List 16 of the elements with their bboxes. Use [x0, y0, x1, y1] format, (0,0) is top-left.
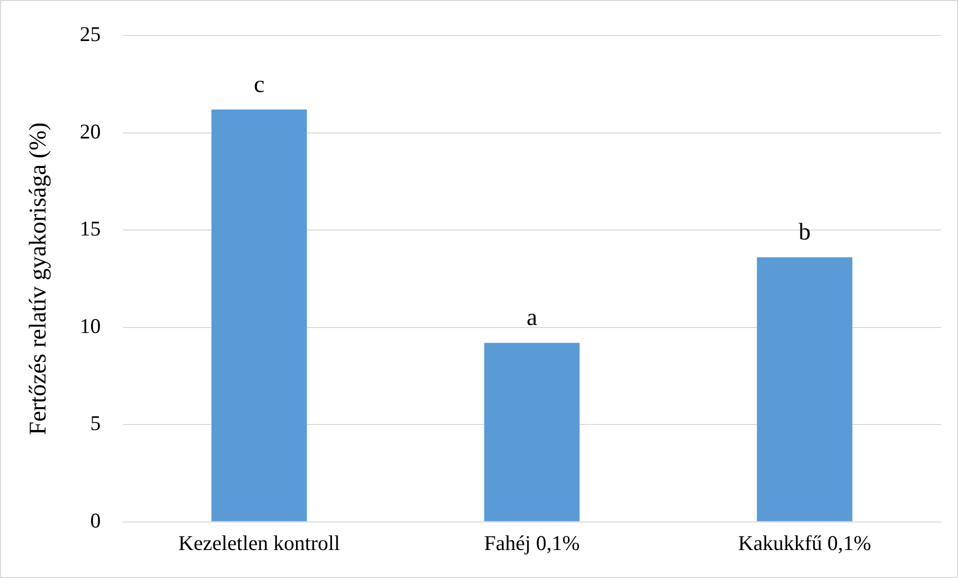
y-tick-label: 5: [90, 411, 101, 436]
bar: [756, 257, 852, 522]
x-tick-label: Kakukkfű 0,1%: [738, 530, 872, 555]
y-axis-title: Fertőzés relatív gyakorisága (%): [26, 122, 52, 435]
x-tick-label: Kezeletlen kontroll: [178, 530, 340, 555]
y-tick-label: 25: [80, 22, 101, 46]
y-tick-label: 15: [80, 216, 101, 241]
annotation: b: [798, 220, 811, 246]
bar: [211, 110, 307, 522]
y-tick-label: 0: [90, 508, 101, 532]
y-tick-label: 20: [80, 119, 101, 144]
x-tick-label: Fahéj 0,1%: [484, 530, 580, 555]
annotation: c: [254, 72, 264, 98]
y-tick-label: 10: [80, 314, 101, 338]
annotation: a: [526, 305, 538, 332]
bar: [484, 342, 580, 522]
